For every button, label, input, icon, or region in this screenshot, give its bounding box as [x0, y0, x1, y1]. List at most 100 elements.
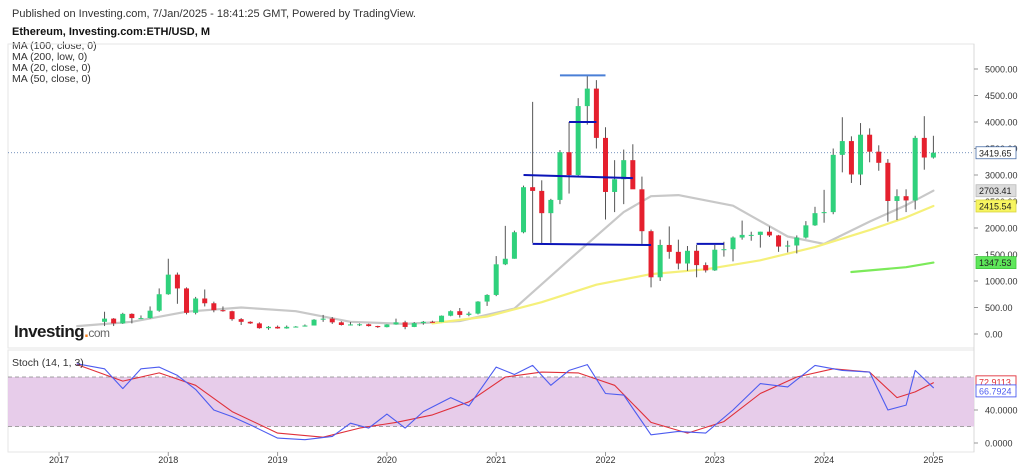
candle-body [521, 187, 527, 233]
candle [639, 176, 645, 244]
candle-body [120, 313, 126, 324]
candle [375, 325, 381, 328]
candle-body [420, 321, 426, 324]
candle-body [156, 294, 162, 311]
time-tick-label: 2020 [377, 455, 397, 465]
candle [757, 231, 763, 248]
candle [366, 323, 372, 327]
stoch-title: Stoch (14, 1, 3) [12, 357, 84, 369]
price-tick-label: 3000.00 [985, 171, 1018, 181]
candle [129, 313, 135, 324]
price-tick-label: 1500.00 [985, 250, 1018, 260]
candle-body [839, 141, 845, 155]
candle-body [666, 244, 672, 252]
candle-body [730, 237, 736, 250]
price-tick-label: 2000.00 [985, 224, 1018, 234]
candle [748, 231, 754, 241]
candle [439, 315, 445, 323]
candle [648, 229, 654, 288]
candle [229, 310, 235, 321]
indicator-ma50: MA (50, close, 0) [12, 73, 91, 85]
candle-body [193, 298, 199, 313]
candle-body [539, 190, 545, 214]
candle-body [448, 311, 454, 316]
time-tick-label: 2024 [814, 455, 834, 465]
candle [393, 318, 399, 325]
candle-body [111, 318, 117, 324]
candle [111, 318, 117, 327]
candle-body [675, 251, 681, 264]
candle [739, 220, 745, 240]
candle [539, 180, 545, 244]
candle [293, 326, 299, 328]
candle-body [320, 318, 326, 320]
candle [712, 244, 718, 271]
candle-body [575, 106, 581, 175]
candle [903, 189, 909, 213]
candle-body [347, 324, 353, 326]
candle [302, 324, 308, 327]
price-label-current: 3419.65 [975, 146, 1017, 160]
candle [530, 101, 536, 243]
candle [211, 301, 217, 313]
candle [839, 117, 845, 173]
candle [338, 321, 344, 326]
candle-body [302, 325, 308, 327]
candle-body [165, 274, 171, 295]
price-tick-label: 4000.00 [985, 118, 1018, 128]
candle [174, 272, 180, 304]
candle [493, 256, 499, 297]
candle-body [530, 187, 536, 191]
candle [921, 116, 927, 170]
price-panel-frame [7, 43, 975, 349]
investing-logo: Investing.com [14, 322, 110, 341]
candle-body [275, 326, 281, 329]
price-axis: 5000.004500.004000.003500.003000.002500.… [974, 65, 1018, 340]
candle [766, 226, 772, 238]
candle [848, 136, 854, 183]
candle-body [748, 234, 754, 236]
candle-body [894, 196, 900, 201]
candle-body [593, 88, 599, 138]
candle [184, 287, 190, 315]
candle-body [293, 326, 299, 328]
time-tick-label: 2019 [268, 455, 288, 465]
candle-body [429, 321, 435, 323]
logo-brand: Investing [14, 322, 85, 341]
candle-body [247, 321, 253, 324]
candle [684, 246, 690, 271]
candle-body [220, 310, 226, 312]
candle-body [885, 162, 891, 201]
ma50-line [431, 204, 935, 325]
candle [675, 239, 681, 270]
candle-body [867, 134, 873, 152]
candle [785, 240, 791, 253]
candle-body [466, 313, 472, 315]
candle-body [311, 319, 317, 326]
candle-body [202, 298, 208, 304]
candle-body [621, 160, 627, 180]
candle-body [102, 318, 108, 322]
candle-body [393, 322, 399, 325]
candle [147, 306, 153, 319]
candle-body [411, 323, 417, 327]
candle [584, 75, 590, 125]
candle-body [766, 231, 772, 236]
candle-body [639, 189, 645, 232]
trendlines [523, 74, 724, 246]
candle [876, 145, 882, 171]
candle-body [648, 231, 654, 278]
candle [475, 301, 481, 315]
candle-body [848, 141, 854, 175]
candle-body [211, 303, 217, 311]
candle-body [703, 265, 709, 271]
logo-suffix: com [88, 326, 110, 340]
candle [102, 311, 108, 327]
candle [511, 230, 517, 259]
candle [402, 320, 408, 330]
price-label-ma20: 2703.41 [975, 184, 1017, 198]
candle-body [184, 288, 190, 313]
stoch-label-text: 66.7924 [979, 386, 1012, 396]
time-tick-label: 2022 [595, 455, 615, 465]
